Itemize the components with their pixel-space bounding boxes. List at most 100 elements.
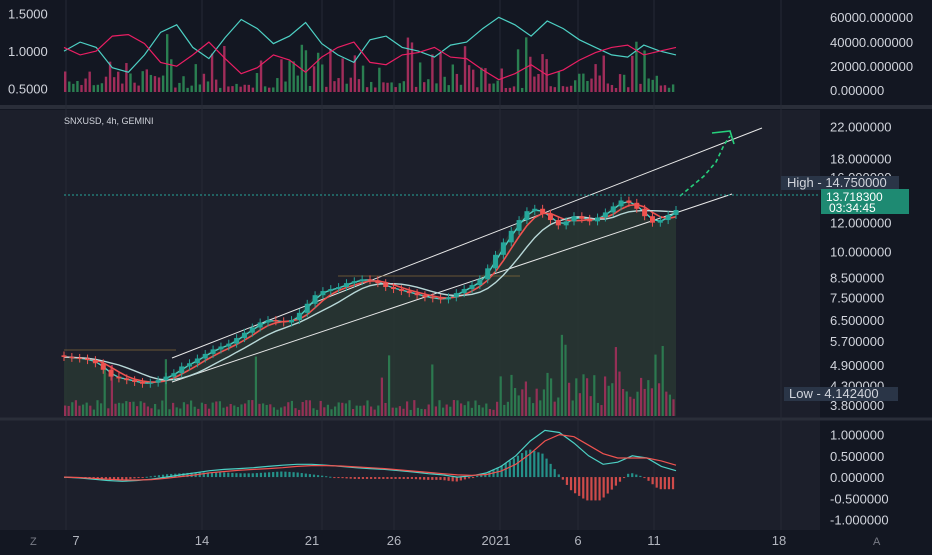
main-volume-bar bbox=[388, 355, 391, 416]
macd-hist-bar bbox=[341, 477, 344, 479]
macd-hist-bar bbox=[259, 472, 263, 478]
top-volume-bar bbox=[268, 87, 271, 92]
top-volume-bar bbox=[496, 80, 499, 92]
main-volume-bar bbox=[456, 400, 459, 416]
x-axis[interactable] bbox=[0, 530, 932, 550]
macd-hist-bar bbox=[280, 471, 283, 478]
top-volume-bar bbox=[643, 50, 646, 92]
a-icon[interactable]: A bbox=[873, 536, 881, 548]
right-scale[interactable] bbox=[820, 0, 932, 530]
projection-arrow-head bbox=[711, 130, 735, 145]
main-volume-bar bbox=[290, 400, 293, 416]
main-volume-bar bbox=[110, 364, 113, 416]
candle-body bbox=[555, 220, 561, 226]
main-volume-bar bbox=[416, 407, 419, 416]
top-volume-bar bbox=[276, 78, 279, 92]
top-volume-bar bbox=[129, 73, 132, 92]
top-volume-bar bbox=[463, 46, 467, 92]
macd-hist-bar bbox=[463, 477, 467, 480]
macd-hist-bar bbox=[292, 472, 295, 478]
main-volume-bar bbox=[553, 401, 556, 416]
z-icon[interactable]: Z bbox=[30, 536, 37, 548]
candle-body bbox=[610, 206, 616, 213]
macd-hist-bar bbox=[276, 471, 279, 478]
macd-hist-bar bbox=[447, 477, 450, 481]
main-volume-bar bbox=[528, 397, 531, 416]
price-tick: 3.800000 bbox=[830, 398, 884, 413]
top-volume-bar bbox=[553, 87, 556, 92]
candle-body bbox=[422, 295, 428, 298]
macd-hist-bar bbox=[512, 458, 515, 478]
candle-body bbox=[571, 216, 577, 222]
top-volume-bar bbox=[378, 67, 381, 92]
macd-hist-bar bbox=[300, 473, 303, 478]
main-volume-bar bbox=[395, 407, 398, 416]
main-volume-bar bbox=[539, 400, 542, 416]
x-tick-label: 7 bbox=[72, 533, 79, 548]
candle-body bbox=[257, 322, 263, 328]
top-right-tick: 0.000000 bbox=[830, 83, 884, 98]
main-volume-bar bbox=[125, 401, 128, 416]
macd-hist-bar bbox=[622, 477, 626, 479]
main-volume-bar bbox=[215, 401, 218, 416]
top-volume-bar bbox=[80, 84, 83, 92]
macd-hist-bar bbox=[594, 477, 597, 501]
main-volume-bar bbox=[424, 409, 427, 416]
top-volume-bar bbox=[631, 55, 634, 92]
top-volume-bar bbox=[121, 83, 124, 92]
main-volume-bar bbox=[96, 400, 99, 416]
main-volume-bar bbox=[398, 406, 401, 416]
top-volume-bar bbox=[622, 74, 626, 92]
macd-hist-bar bbox=[480, 474, 483, 478]
main-volume-bar bbox=[182, 402, 185, 416]
macd-hist-bar bbox=[378, 477, 381, 479]
candle-body bbox=[139, 381, 145, 384]
top-volume-bar bbox=[533, 76, 536, 92]
macd-hist-bar bbox=[586, 477, 589, 501]
top-volume-bar bbox=[182, 76, 185, 92]
main-volume-bar bbox=[240, 404, 243, 416]
main-volume-bar bbox=[503, 404, 506, 416]
macd-hist-bar bbox=[263, 472, 267, 478]
main-volume-bar bbox=[92, 409, 95, 416]
macd-hist-bar bbox=[141, 477, 144, 479]
main-volume-bar bbox=[517, 395, 520, 416]
symbol-label: SNXUSD, 4h, GEMINI bbox=[64, 116, 154, 126]
candle-body bbox=[485, 268, 491, 280]
macd-hist-bar bbox=[398, 477, 401, 479]
top-volume-bar bbox=[574, 80, 577, 92]
main-volume-bar bbox=[265, 404, 268, 416]
top-volume-bar bbox=[349, 77, 352, 92]
main-volume-bar bbox=[168, 409, 171, 416]
main-volume-bar bbox=[128, 401, 131, 416]
macd-hist-bar bbox=[529, 449, 532, 478]
macd-hist-bar bbox=[231, 472, 234, 478]
main-volume-bar bbox=[146, 406, 149, 416]
top-volume-bar bbox=[198, 84, 202, 92]
macd-hist-bar bbox=[161, 474, 165, 478]
top-volume-bar bbox=[112, 77, 116, 92]
macd-hist-bar bbox=[553, 469, 556, 478]
macd-hist-bar bbox=[382, 477, 385, 479]
main-volume-bar bbox=[200, 402, 203, 416]
top-volume-bar bbox=[386, 82, 389, 92]
main-volume-bar bbox=[550, 378, 553, 416]
top-volume-bar bbox=[284, 81, 287, 92]
top-volume-bar bbox=[316, 52, 320, 92]
x-tick-label: 14 bbox=[195, 533, 209, 548]
macd-hist-bar bbox=[145, 476, 148, 478]
top-volume-bar bbox=[186, 87, 189, 92]
main-volume-bar bbox=[218, 401, 221, 416]
candle-body bbox=[618, 200, 624, 207]
macd-pane[interactable] bbox=[0, 420, 820, 530]
top-volume-bar bbox=[439, 52, 442, 92]
main-volume-bar bbox=[301, 401, 304, 416]
macd-hist-bar bbox=[108, 477, 112, 480]
candle-body bbox=[626, 200, 632, 203]
macd-hist-bar bbox=[602, 477, 605, 498]
top-pane[interactable] bbox=[0, 0, 820, 104]
top-volume-bar bbox=[614, 87, 618, 92]
macd-hist-bar bbox=[476, 475, 479, 478]
top-volume-bar bbox=[394, 87, 397, 92]
